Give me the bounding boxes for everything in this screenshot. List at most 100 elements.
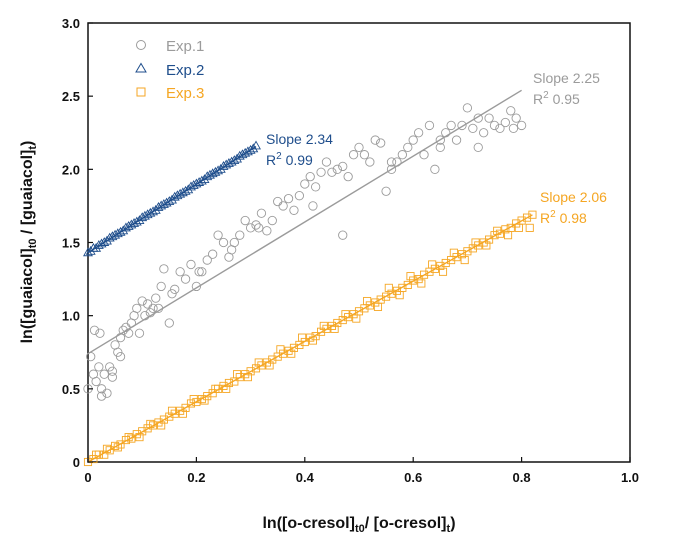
data-point-exp3 <box>468 244 477 253</box>
data-point-exp3 <box>203 392 212 401</box>
data-point-exp1 <box>170 284 180 294</box>
data-point-exp3 <box>406 272 415 281</box>
data-point-exp3 <box>371 298 380 307</box>
data-point-exp1 <box>500 117 510 128</box>
data-point-exp3 <box>392 286 401 295</box>
data-point-exp3 <box>200 396 209 405</box>
data-point-exp3 <box>479 238 488 247</box>
data-point-exp1 <box>148 303 158 313</box>
data-point-exp2 <box>232 153 243 163</box>
data-point-exp3 <box>219 381 228 390</box>
data-point-exp1 <box>308 201 318 211</box>
data-point-exp1 <box>175 267 185 277</box>
data-point-exp1 <box>516 120 527 131</box>
data-point-exp1 <box>132 303 142 313</box>
data-point-exp1 <box>226 245 237 255</box>
data-point-exp1 <box>123 328 134 338</box>
data-point-exp2 <box>99 237 110 246</box>
data-point-exp2 <box>199 174 210 184</box>
data-point-exp1 <box>321 157 332 167</box>
data-point-exp3 <box>436 261 445 270</box>
data-point-exp3 <box>241 370 250 379</box>
data-point-exp3 <box>338 316 347 325</box>
data-point-exp3 <box>192 397 201 407</box>
data-point-exp1 <box>300 179 310 189</box>
data-point-exp2 <box>183 184 194 194</box>
data-point-exp1 <box>484 113 494 123</box>
data-point-exp1 <box>305 171 315 182</box>
data-point-exp1 <box>430 164 440 174</box>
data-point-exp1 <box>403 142 413 153</box>
data-point-exp1 <box>506 106 516 116</box>
plot-frame <box>87 22 631 463</box>
data-point-exp1 <box>278 201 288 211</box>
data-point-exp3 <box>322 324 331 333</box>
data-point-exp1 <box>468 123 478 134</box>
data-point-exp2 <box>167 194 177 204</box>
data-point-exp1 <box>151 293 161 303</box>
data-point-exp3 <box>504 231 513 240</box>
data-point-exp3 <box>181 403 190 412</box>
data-point-exp3 <box>222 384 231 393</box>
data-point-exp3 <box>176 406 185 415</box>
data-point-exp3 <box>414 275 423 284</box>
data-point-exp3 <box>384 283 393 292</box>
data-point-exp1 <box>338 230 348 240</box>
data-point-exp3 <box>471 238 480 247</box>
data-point-exp1 <box>316 167 326 177</box>
data-point-exp1 <box>159 264 169 274</box>
data-point-exp3 <box>89 455 98 464</box>
data-point-exp2 <box>196 175 207 185</box>
x-axis-title: ln([o-cresol]t0/ [o-cresol]t) <box>262 515 455 535</box>
data-point-exp3 <box>493 226 502 235</box>
data-point-exp1 <box>197 267 207 277</box>
x-tick-label: 0.4 <box>296 470 315 485</box>
data-point-exp1 <box>102 388 112 398</box>
data-point-exp3 <box>189 395 198 404</box>
data-point-exp1 <box>153 303 164 313</box>
legend-label-exp1: Exp.1 <box>166 38 204 55</box>
data-point-exp3 <box>268 355 277 364</box>
data-point-exp1 <box>262 226 272 236</box>
data-point-exp3 <box>289 343 299 352</box>
data-point-exp3 <box>395 291 404 300</box>
data-point-exp3 <box>387 289 396 298</box>
data-point-exp3 <box>327 321 336 330</box>
y-axis-ticks: 0 0.5 1.0 1.5 2.0 2.5 3.0 <box>62 16 93 470</box>
data-point-exp2 <box>229 155 240 165</box>
data-point-exp3 <box>306 333 315 342</box>
data-point-exp1 <box>462 103 473 113</box>
data-point-exp3 <box>409 276 418 285</box>
data-point-exp3 <box>365 301 374 310</box>
data-point-exp2 <box>180 185 191 195</box>
data-point-exp1 <box>194 267 204 277</box>
data-point-exp3 <box>246 367 255 376</box>
data-point-exp1 <box>386 157 397 167</box>
data-point-exp1 <box>495 123 505 134</box>
data-point-exp3 <box>279 349 288 358</box>
data-point-exp3 <box>167 406 177 415</box>
data-point-exp1 <box>489 120 500 131</box>
y-axis-title: ln([guaiacol]t0 / [guaiacol]t) <box>19 141 39 344</box>
data-point-exp3 <box>298 333 307 342</box>
annotation-exp3: Slope 2.06 R2 0.98 <box>540 189 607 226</box>
data-point-exp2 <box>83 247 93 257</box>
data-point-exp2 <box>164 196 175 205</box>
data-point-exp1 <box>381 186 391 196</box>
data-point-exp1 <box>424 120 435 131</box>
data-point-exp3 <box>127 434 136 443</box>
data-point-exp1 <box>473 142 483 153</box>
data-point-exp3 <box>157 421 166 430</box>
data-point-exp2 <box>134 215 145 225</box>
annotation-exp2-slope: Slope 2.34 <box>266 131 333 147</box>
data-point-exp3 <box>438 267 448 276</box>
data-point-exp1 <box>332 164 342 174</box>
data-point-exp1 <box>191 281 202 292</box>
data-point-exp2 <box>245 144 256 154</box>
data-point-exp3 <box>403 280 412 289</box>
data-point-exp3 <box>116 440 125 449</box>
data-point-exp3 <box>449 248 458 257</box>
data-point-exp1 <box>186 259 196 270</box>
data-point-exp3 <box>92 450 101 459</box>
